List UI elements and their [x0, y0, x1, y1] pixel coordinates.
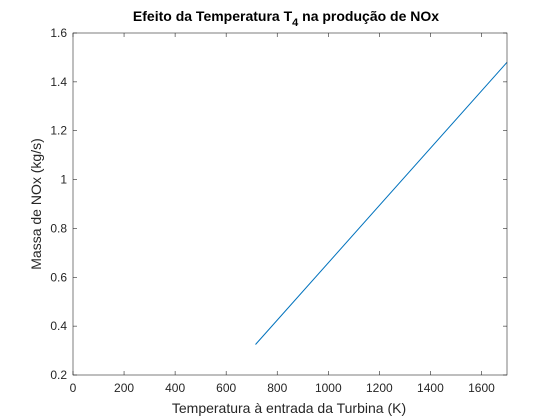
y-tick-label: 1.6 [50, 26, 67, 40]
y-tick-label: 1 [60, 173, 67, 187]
plot-background [73, 33, 507, 375]
y-tick-label: 0.6 [50, 270, 67, 284]
x-tick-label: 1600 [468, 381, 495, 395]
y-tick-label: 0.2 [50, 368, 67, 382]
axes-box [72, 32, 508, 376]
x-axis-ticks: 0 200 400 600 800 1000 1200 1400 1600 [70, 33, 495, 395]
x-axis-label: Temperatura à entrada da Turbina (K) [172, 400, 406, 416]
y-tick-label: 0.4 [50, 319, 67, 333]
x-tick-label: 600 [216, 381, 236, 395]
y-axis-label: Massa de NOx (kg/s) [28, 138, 44, 269]
series-layer [255, 61, 508, 345]
x-tick-label: 800 [267, 381, 287, 395]
x-tick-label: 400 [165, 381, 185, 395]
x-tick-label: 1400 [417, 381, 444, 395]
chart-title-prefix: Efeito da Temperatura T [133, 8, 293, 24]
axes-frame [72, 32, 508, 376]
chart-title-subscript: 4 [292, 17, 299, 29]
chart-title-suffix: na produção de NOx [298, 8, 439, 24]
x-tick-label: 1000 [315, 381, 342, 395]
x-tick-label: 1200 [366, 381, 393, 395]
nox-series-line [255, 61, 508, 345]
y-tick-label: 1.4 [50, 75, 67, 89]
x-tick-label: 200 [114, 381, 134, 395]
x-tick-label: 0 [70, 381, 77, 395]
y-tick-label: 0.8 [50, 221, 67, 235]
y-tick-label: 1.2 [50, 124, 67, 138]
plot-area: 0 200 400 600 800 1000 1200 1400 1600 0.20.40.60… [50, 26, 508, 395]
y-axis-ticks: 0.2 0.4 0.6 0.8 1 1.2 1.4 1.6 [50, 26, 507, 382]
chart-title: Efeito da Temperatura T4 na produção de … [133, 8, 439, 29]
